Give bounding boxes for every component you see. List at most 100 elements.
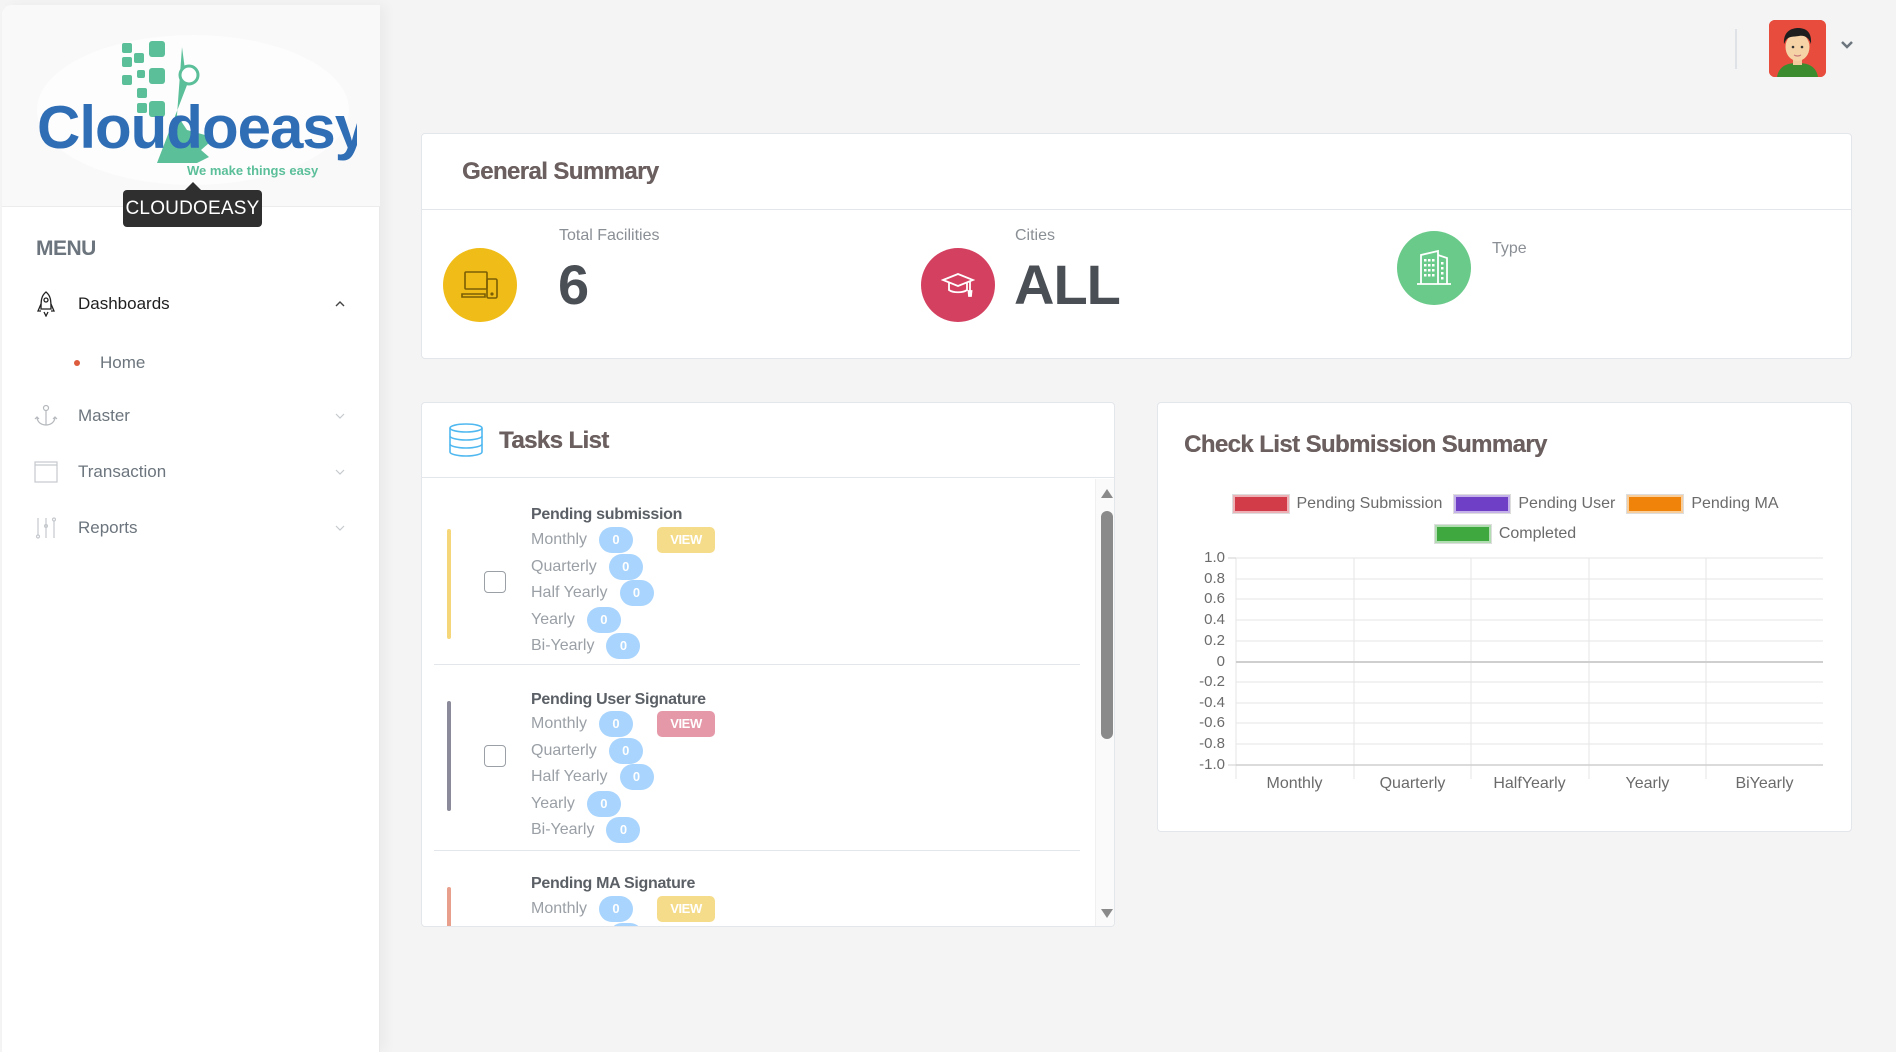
general-summary-title: General Summary xyxy=(462,158,659,185)
sidebar-item-label: Dashboards xyxy=(78,294,170,313)
legend-item-pending-ma[interactable]: Pending MA xyxy=(1626,494,1779,514)
task-group-title: Pending MA Signature xyxy=(531,875,696,892)
tasks-scroll-area[interactable]: Pending submission Monthly 0 VIEW Quarter… xyxy=(422,479,1095,926)
count-badge[interactable]: 0 xyxy=(608,554,643,580)
task-row: Bi-Yearly 0 xyxy=(531,817,641,843)
y-tick: 0.8 xyxy=(1204,570,1225,587)
y-tick: 0.6 xyxy=(1204,590,1225,607)
graduation-cap-icon xyxy=(921,248,995,322)
chart-legend-row-2: Completed xyxy=(1158,524,1853,544)
legend-swatch xyxy=(1626,494,1685,514)
view-button[interactable]: VIEW xyxy=(657,896,715,922)
count-badge[interactable]: 0 xyxy=(599,527,634,553)
anchor-icon xyxy=(34,404,58,428)
legend-item-pending-submission[interactable]: Pending Submission xyxy=(1231,494,1442,514)
cloudoeasy-logo[interactable]: Cloudoeasy We make things easy xyxy=(37,35,357,185)
task-checkbox[interactable] xyxy=(484,745,506,767)
legend-item-completed[interactable]: Completed xyxy=(1433,524,1576,544)
task-row: Yearly 0 xyxy=(531,607,621,633)
database-icon xyxy=(449,423,483,457)
sidebar-item-transaction[interactable]: Transaction xyxy=(2,452,380,492)
count-badge[interactable]: 0 xyxy=(606,633,641,659)
count-badge[interactable]: 0 xyxy=(599,896,634,922)
count-badge[interactable]: 0 xyxy=(608,738,643,764)
header-divider xyxy=(1735,29,1737,69)
card-header: General Summary xyxy=(422,134,1851,210)
svg-text:We make things easy: We make things easy xyxy=(187,163,319,178)
sidebar-item-label: Master xyxy=(78,406,130,425)
sidebar-item-reports[interactable]: Reports xyxy=(2,508,380,548)
x-tick: BiYearly xyxy=(1735,775,1794,792)
view-button[interactable]: VIEW xyxy=(657,527,715,553)
logo-area: Cloudoeasy We make things easy xyxy=(2,5,380,207)
active-dot xyxy=(74,360,80,366)
card-header: Tasks List xyxy=(422,403,1114,478)
status-bar xyxy=(447,529,451,639)
user-avatar[interactable] xyxy=(1769,20,1826,77)
y-tick: 1.0 xyxy=(1204,549,1225,566)
tasks-list-title: Tasks List xyxy=(499,427,609,454)
chevron-down-icon xyxy=(335,525,345,531)
legend-item-pending-user[interactable]: Pending User xyxy=(1453,494,1615,514)
logo-tooltip: CLOUDOEASY xyxy=(123,182,262,227)
sidebar-subitem-home[interactable]: Home xyxy=(2,347,380,379)
stat-label: Cities xyxy=(1015,227,1056,244)
legend-swatch xyxy=(1453,494,1512,514)
task-row: Monthly 0 xyxy=(531,527,634,553)
task-row: Monthly 0 xyxy=(531,896,634,922)
count-badge[interactable]: 0 xyxy=(586,607,621,633)
scroll-down-arrow-icon[interactable] xyxy=(1101,909,1113,918)
sidebar-item-dashboards[interactable]: Dashboards xyxy=(2,284,380,324)
task-group-pending-user-signature: Pending User Signature Monthly 0 VIEW Qua… xyxy=(434,665,1080,851)
y-tick: 0.2 xyxy=(1204,632,1225,649)
stat-label: Type xyxy=(1492,240,1527,257)
window-icon xyxy=(34,460,58,484)
status-bar xyxy=(447,887,451,926)
status-bar xyxy=(447,701,451,811)
task-group-title: Pending submission xyxy=(531,506,683,523)
x-tick: Monthly xyxy=(1266,775,1323,792)
count-badge[interactable]: 0 xyxy=(586,791,621,817)
view-button[interactable]: VIEW xyxy=(657,711,715,737)
count-badge[interactable]: 0 xyxy=(608,923,643,926)
tasks-scrollbar[interactable] xyxy=(1095,479,1114,926)
chart-legend: Pending Submission Pending User Pending … xyxy=(1158,494,1853,514)
stat-cities: Cities ALL xyxy=(921,210,1391,360)
count-badge[interactable]: 0 xyxy=(606,817,641,843)
task-row: Bi-Yearly 0 xyxy=(531,633,641,659)
count-badge[interactable]: 0 xyxy=(619,580,654,606)
y-tick: -1.0 xyxy=(1199,756,1225,773)
y-tick: -0.6 xyxy=(1199,714,1225,731)
stat-value: ALL xyxy=(1014,253,1121,316)
scroll-thumb[interactable] xyxy=(1101,511,1113,739)
count-badge[interactable]: 0 xyxy=(599,711,634,737)
y-tick: -0.2 xyxy=(1199,673,1225,690)
sliders-icon xyxy=(34,516,58,540)
y-tick: -0.4 xyxy=(1199,694,1225,711)
tasks-list-card: Tasks List Pending submission Monthly 0 V… xyxy=(421,402,1115,927)
chevron-down-icon xyxy=(335,413,345,419)
chevron-down-icon[interactable] xyxy=(1840,40,1854,50)
devices-icon xyxy=(443,248,517,322)
bar-chart-plot xyxy=(1228,557,1823,779)
sidebar-item-master[interactable]: Master xyxy=(2,396,380,436)
svg-text:Cloudoeasy: Cloudoeasy xyxy=(37,94,357,161)
building-icon xyxy=(1397,231,1471,305)
legend-swatch xyxy=(1433,524,1492,544)
sidebar-item-label: Reports xyxy=(78,518,138,537)
count-badge[interactable]: 0 xyxy=(619,764,654,790)
y-tick: 0.4 xyxy=(1204,611,1225,628)
chevron-up-icon xyxy=(335,301,345,307)
x-tick: HalfYearly xyxy=(1493,775,1566,792)
sidebar-subitem-label: Home xyxy=(100,353,146,372)
task-checkbox[interactable] xyxy=(484,571,506,593)
checklist-summary-card: Check List Submission Summary Pending Su… xyxy=(1157,402,1852,832)
legend-swatch xyxy=(1231,494,1290,514)
task-group-pending-submission: Pending submission Monthly 0 VIEW Quarter… xyxy=(434,479,1080,665)
rocket-icon xyxy=(34,291,58,317)
scroll-up-arrow-icon[interactable] xyxy=(1101,489,1113,498)
